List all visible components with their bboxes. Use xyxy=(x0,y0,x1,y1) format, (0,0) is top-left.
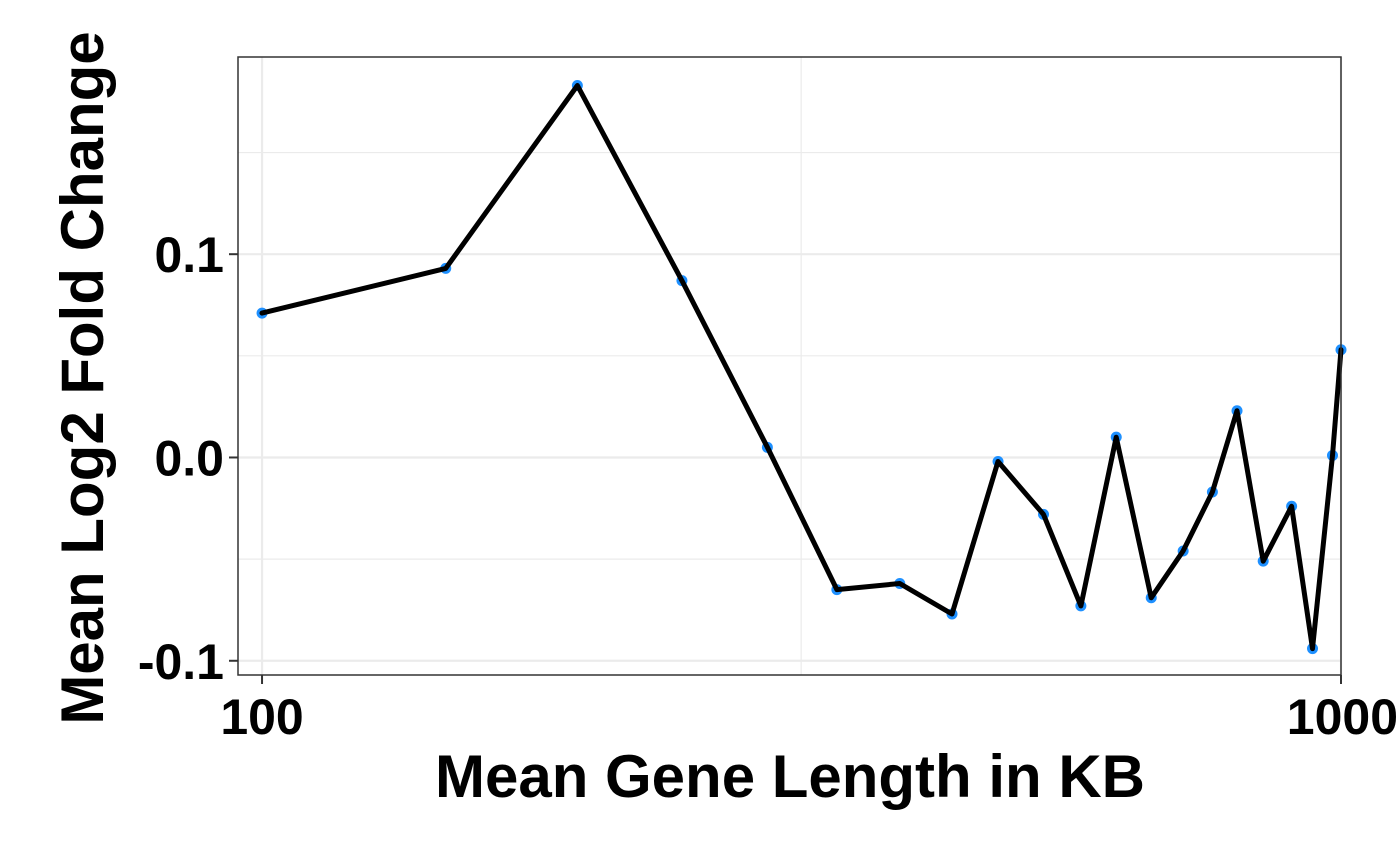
x-tick-label: 1000 xyxy=(1287,689,1398,745)
x-axis-title: Mean Gene Length in KB xyxy=(435,743,1145,810)
series-line xyxy=(259,83,1344,652)
panel-border xyxy=(237,56,1342,676)
x-tick-label: 100 xyxy=(220,689,303,745)
y-tick-label: 0.0 xyxy=(154,430,224,486)
y-tick-label: -0.1 xyxy=(138,634,224,690)
series-line-layer xyxy=(259,83,1344,652)
axis-tick-layer: -0.1 0.0 0.1 100 1000 xyxy=(138,227,1398,745)
y-axis-title: Mean Log2 Fold Change xyxy=(49,31,116,724)
y-tick-label: 0.1 xyxy=(154,227,224,283)
